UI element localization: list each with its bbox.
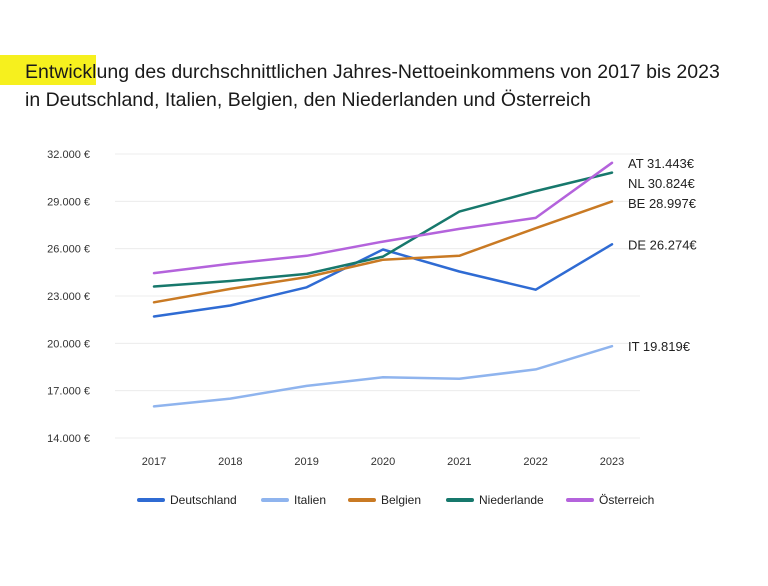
x-tick-label: 2022	[523, 456, 547, 468]
end-label-österreich: AT 31.443€	[628, 156, 695, 171]
y-axis: 32.000 € 29.000 € 26.000 € 23.000 € 20.000 €…	[47, 149, 90, 445]
legend-label: Italien	[294, 493, 326, 507]
y-tick-label: 14.000 €	[47, 433, 90, 445]
x-tick-label: 2018	[218, 456, 242, 468]
y-tick-label: 29.000 €	[47, 196, 90, 208]
end-labels: AT 31.443€ NL 30.824€ BE 28.997€ DE 26.274€…	[628, 156, 697, 354]
series-line-italien	[152, 344, 614, 408]
y-tick-label: 20.000 €	[47, 338, 90, 350]
y-tick-label: 17.000 €	[47, 386, 90, 398]
x-tick-label: 2019	[294, 456, 318, 468]
x-axis: 2017 2018 2019 2020 2021 2022 2023	[142, 456, 624, 468]
legend: Deutschland Italien Belgien Niederlande Öste…	[137, 493, 654, 507]
x-tick-label: 2023	[600, 456, 624, 468]
y-tick-label: 26.000 €	[47, 244, 90, 256]
x-tick-label: 2017	[142, 456, 166, 468]
grid-lines	[115, 153, 640, 439]
x-tick-label: 2021	[447, 456, 471, 468]
x-tick-label: 2020	[371, 456, 395, 468]
end-label-italien: IT 19.819€	[628, 339, 691, 354]
legend-label: Österreich	[599, 493, 654, 507]
series-line-belgien	[152, 200, 614, 304]
chart-title: Entwicklung des durchschnittlichen Jahre…	[25, 61, 720, 111]
series-lines	[152, 161, 614, 408]
y-tick-label: 32.000 €	[47, 149, 90, 161]
end-label-niederlande: NL 30.824€	[628, 176, 696, 191]
legend-label: Belgien	[381, 493, 421, 507]
end-label-deutschland: DE 26.274€	[628, 237, 697, 252]
series-line-österreich	[152, 161, 614, 275]
series-line-niederlande	[152, 171, 614, 288]
y-tick-label: 23.000 €	[47, 291, 90, 303]
series-line-deutschland	[152, 243, 614, 318]
legend-label: Deutschland	[170, 493, 237, 507]
end-label-belgien: BE 28.997€	[628, 196, 697, 211]
legend-label: Niederlande	[479, 493, 544, 507]
title-highlight	[0, 55, 96, 85]
